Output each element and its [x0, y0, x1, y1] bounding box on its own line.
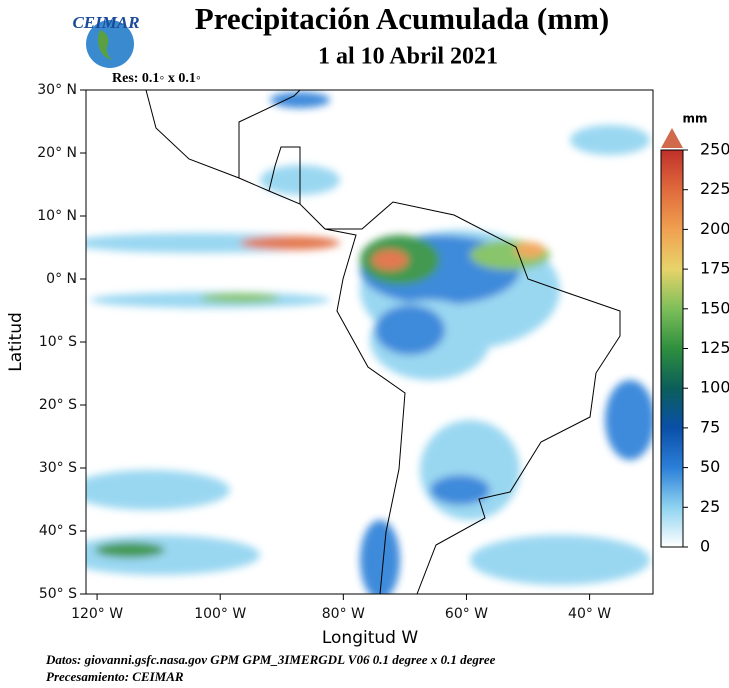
map-background — [86, 90, 653, 594]
colorbar-tick-label: 150 — [700, 298, 729, 317]
y-tick-label: 30° N — [37, 82, 77, 98]
x-tick-label: 40° W — [568, 606, 611, 622]
colorbar — [660, 149, 684, 548]
colorbar-tick-label: 225 — [700, 179, 729, 198]
colorbar-extend — [661, 128, 683, 148]
y-tick-label: 40° S — [39, 523, 77, 539]
x-tick-label: 60° W — [445, 606, 488, 622]
footer-source: Datos: giovanni.gsfc.nasa.gov GPM GPM_3I… — [45, 652, 496, 667]
y-tick-label: 50° S — [39, 586, 77, 602]
coastline — [145, 90, 621, 594]
colorbar-tick-label: 175 — [700, 259, 729, 278]
colorbar-tick-label: 0 — [700, 537, 710, 556]
axes: 30° N 20° N 10° N 0° N 10° S 20° S 30° S 40° S 5… — [37, 82, 611, 622]
colorbar-tick-label: 25 — [700, 497, 720, 516]
y-tick-label: 0° N — [46, 271, 77, 287]
y-axis-label: Latitud — [6, 312, 26, 372]
y-tick-label: 20° N — [37, 145, 77, 161]
colorbar-unit: mm — [682, 112, 707, 126]
colorbar-tick-label: 75 — [700, 417, 720, 436]
resolution: Res: 0.1◦ x 0.1◦ — [112, 71, 201, 86]
footer-processing: Precesamiento: CEIMAR — [46, 669, 184, 684]
logo-land — [98, 30, 112, 60]
x-axis-label: Longitud W — [322, 628, 418, 648]
x-tick-label: 120° W — [71, 606, 123, 622]
y-tick-label: 30° S — [39, 460, 77, 476]
colorbar-tick-label: 125 — [700, 338, 729, 357]
y-tick-label: 10° N — [37, 208, 77, 224]
colorbar-tick-label: 100 — [700, 378, 729, 397]
y-tick-label: 20° S — [39, 397, 77, 413]
x-tick-label: 100° W — [194, 606, 246, 622]
colorbar-ticks: 0 25 50 75 100 125 150 175 200 225 250 — [683, 140, 729, 556]
title: Precipitación Acumulada (mm) — [195, 1, 609, 36]
logo: CEIMAR — [72, 13, 140, 68]
y-tick-label: 10° S — [39, 334, 77, 350]
logo-globe — [86, 20, 134, 68]
colorbar-tick-label: 50 — [700, 457, 720, 476]
logo-text: CEIMAR — [72, 13, 139, 32]
precip-blobs — [86, 92, 653, 594]
subtitle: 1 al 10 Abril 2021 — [318, 44, 498, 70]
colorbar-tick-label: 250 — [700, 140, 729, 159]
x-tick-label: 80° W — [322, 606, 365, 622]
colorbar-tick-label: 200 — [700, 219, 729, 238]
precip-field — [86, 90, 653, 594]
